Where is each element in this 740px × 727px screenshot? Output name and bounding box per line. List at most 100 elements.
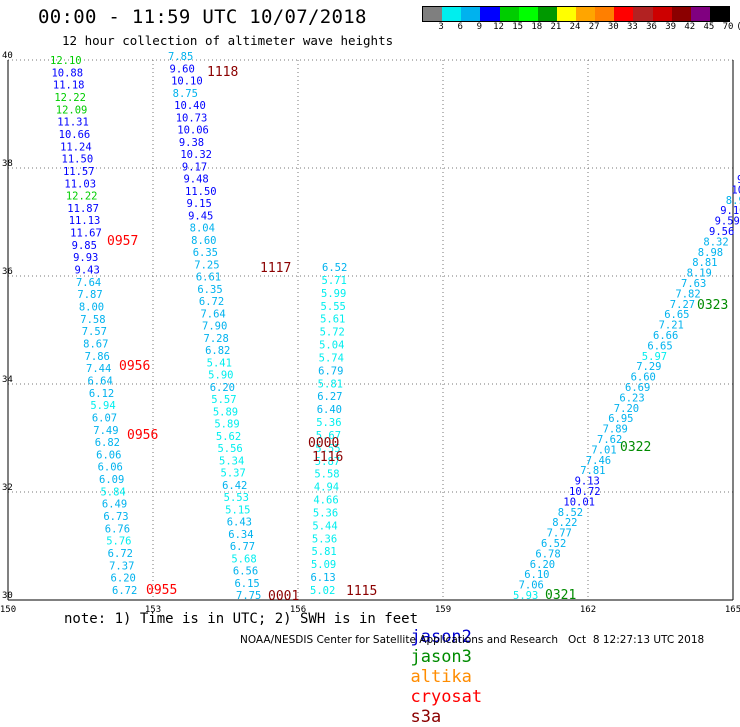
- colorbar-cell: [614, 7, 634, 21]
- legend-jason3: jason3: [410, 647, 472, 667]
- wave-height-label: 5.55: [315, 443, 340, 455]
- wave-height-label: 5.76: [106, 536, 131, 548]
- wave-height-label: 6.35: [193, 247, 218, 259]
- wave-height-label: 10.06: [177, 125, 209, 137]
- wave-height-label: 10.72: [569, 486, 601, 498]
- pass-time-label: 0323: [697, 298, 728, 313]
- colorbar-tick: 39: [665, 22, 677, 32]
- satellite-legend: jason2 jason3 altika cryosat s3a: [390, 607, 492, 727]
- wave-height-label: 5.41: [207, 357, 232, 369]
- wave-height-label: 11.18: [53, 80, 85, 92]
- wave-height-label: 5.87: [315, 456, 340, 468]
- colorbar-tick: 30: [607, 22, 619, 32]
- y-tick-label: 36: [2, 267, 13, 277]
- pass-time-label: 1117: [260, 261, 291, 276]
- wave-height-label: 6.06: [98, 462, 123, 474]
- wave-height-label: 5.15: [225, 504, 250, 516]
- wave-height-label: 6.73: [103, 511, 128, 523]
- wave-height-label: 7.01: [591, 444, 616, 456]
- pass-time-label: 1115: [346, 584, 377, 599]
- wave-height-label: 10.40: [174, 100, 206, 112]
- colorbar-cell: [633, 7, 653, 21]
- wave-height-label: 6.76: [105, 523, 130, 535]
- colorbar-tick: 21: [550, 22, 562, 32]
- wave-height-label: 7.46: [586, 455, 611, 467]
- wave-height-label: 5.36: [312, 533, 337, 545]
- wave-height-label: 8.19: [687, 268, 712, 280]
- pass-time-label: 0322: [620, 440, 651, 455]
- wave-height-label: 10.88: [51, 67, 83, 79]
- wave-height-label: 8.22: [552, 517, 577, 529]
- wave-height-label: 5.55: [321, 301, 346, 313]
- wave-height-label: 7.86: [85, 351, 110, 363]
- wave-height-label: 5.71: [322, 275, 347, 287]
- pass-time-label: 0321: [545, 588, 576, 603]
- wave-height-label: 6.66: [653, 330, 678, 342]
- wave-height-label: 9.15: [187, 198, 212, 210]
- legend-jason2: jason2: [410, 627, 472, 647]
- wave-height-label: 5.94: [90, 400, 115, 412]
- colorbar-cell: [556, 7, 576, 21]
- colorbar-tick: (ft): [736, 22, 740, 32]
- legend-cryosat: cryosat: [410, 687, 483, 707]
- wave-height-label: 5.90: [208, 370, 233, 382]
- wave-height-label: 11.13: [69, 215, 101, 227]
- wave-height-label: 6.64: [87, 375, 112, 387]
- wave-height-label: 9.45: [188, 210, 213, 222]
- wave-height-label: 6.65: [647, 340, 672, 352]
- wave-height-label: 5.44: [312, 520, 337, 532]
- wave-height-label: 9.17: [182, 161, 207, 173]
- wave-height-label: 5.53: [224, 492, 249, 504]
- colorbar-cell: [576, 7, 596, 21]
- wave-height-label: 5.67: [316, 430, 341, 442]
- colorbar-cell: [518, 7, 538, 21]
- wave-height-label: 6.34: [228, 529, 253, 541]
- wave-height-label: 6.35: [197, 284, 222, 296]
- colorbar-cell: [671, 7, 691, 21]
- wave-height-label: 5.04: [319, 340, 344, 352]
- wave-height-label: 7.44: [86, 363, 111, 375]
- wave-height-label: 10.01: [563, 496, 595, 508]
- wave-height-label: 6.52: [541, 538, 566, 550]
- wave-height-label: 11.31: [57, 117, 89, 129]
- colorbar-tick: 15: [512, 22, 524, 32]
- pass-time-label: 0956: [127, 428, 158, 443]
- wave-height-label: 11.50: [62, 154, 94, 166]
- wave-height-label: 5.97: [642, 351, 667, 363]
- wave-height-label: 7.75: [236, 590, 261, 602]
- wave-height-label: 9.38: [179, 137, 204, 149]
- wave-height-label: 9.85: [72, 240, 97, 252]
- wave-height-label: 7.85: [168, 51, 193, 63]
- wave-height-colorbar: [422, 6, 730, 22]
- source-footer: NOAA/NESDIS Center for Satellite Applica…: [240, 634, 705, 646]
- wave-height-label: 6.27: [317, 391, 342, 403]
- wave-height-label: 7.57: [82, 326, 107, 338]
- pass-time-label: 0001: [268, 589, 299, 604]
- wave-height-label: 7.20: [614, 403, 639, 415]
- wave-height-label: 5.68: [231, 553, 256, 565]
- wave-height-label: 9.60: [170, 63, 195, 75]
- wave-height-label: 5.57: [211, 394, 236, 406]
- wave-height-label: 7.49: [93, 425, 118, 437]
- wave-height-label: 9.13: [575, 476, 600, 488]
- wave-height-label: 10.73: [176, 112, 208, 124]
- wave-height-label: 7.82: [675, 288, 700, 300]
- wave-height-label: 11.67: [70, 228, 102, 240]
- pass-time-label: 1118: [207, 65, 238, 80]
- legend-s3a: s3a: [410, 707, 442, 727]
- wave-height-label: 6.65: [664, 309, 689, 321]
- pass-time-label: 0000: [308, 436, 339, 451]
- wave-height-label: 6.72: [112, 585, 137, 597]
- colorbar-tick: 36: [646, 22, 657, 32]
- colorbar-cell: [690, 7, 710, 21]
- wave-height-map: 150 153 156 159 162 165 40 38 36 34 32 30 12.1010.88…: [0, 51, 740, 615]
- wave-height-label: 6.10: [524, 569, 549, 581]
- colorbar-tick: 70: [722, 22, 734, 32]
- colorbar-tick: 3: [438, 22, 444, 32]
- wave-height-label: 9.56: [709, 226, 734, 238]
- wave-height-label: 6.52: [322, 262, 347, 274]
- wave-height-label: 5.36: [313, 507, 338, 519]
- wave-height-label: 5.99: [321, 288, 346, 300]
- wave-height-label: 6.82: [205, 345, 230, 357]
